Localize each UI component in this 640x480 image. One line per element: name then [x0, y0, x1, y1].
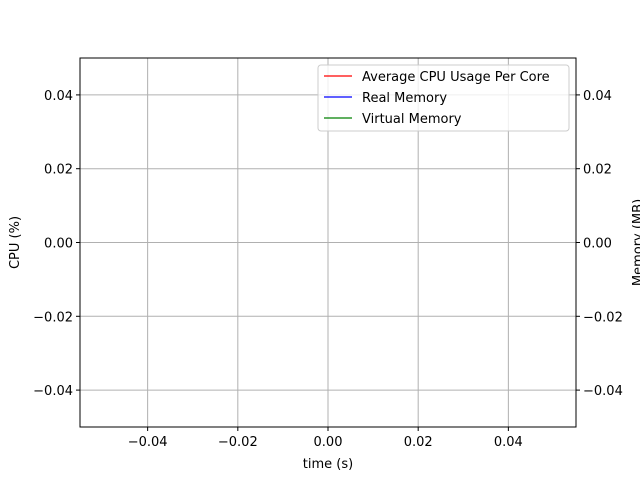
- legend: Average CPU Usage Per Core Real Memory Vir…: [317, 64, 570, 132]
- x-tick-label: −0.04: [128, 435, 168, 450]
- x-tick-label: 0.02: [404, 435, 433, 450]
- y2-tick-label: −0.04: [583, 384, 623, 399]
- legend-label: Real Memory: [362, 91, 447, 106]
- y-tick-label: −0.04: [33, 384, 73, 399]
- y2-tick-label: 0.04: [583, 89, 612, 104]
- x-axis-ticks: −0.04 −0.02 0.00 0.02 0.04: [128, 427, 523, 450]
- y2-axis-label: Memory (MB): [631, 199, 640, 286]
- legend-label: Average CPU Usage Per Core: [362, 70, 550, 85]
- y-tick-label: 0.04: [44, 89, 73, 104]
- x-tick-label: −0.02: [218, 435, 258, 450]
- y2-tick-label: −0.02: [583, 310, 623, 325]
- x-tick-label: 0.04: [494, 435, 523, 450]
- y-axis-label: CPU (%): [8, 216, 23, 269]
- legend-label: Virtual Memory: [362, 112, 462, 127]
- y-tick-label: 0.02: [44, 163, 73, 178]
- y-tick-label: −0.02: [33, 310, 73, 325]
- y-axis-ticks: −0.04 −0.02 0.00 0.02 0.04: [33, 89, 80, 399]
- y2-tick-label: 0.00: [583, 237, 612, 252]
- x-axis-label: time (s): [303, 457, 353, 472]
- y-tick-label: 0.00: [44, 237, 73, 252]
- x-tick-label: 0.00: [314, 435, 343, 450]
- y2-axis-ticks: −0.04 −0.02 0.00 0.02 0.04: [576, 89, 623, 399]
- legend-box: [317, 64, 570, 132]
- y2-tick-label: 0.02: [583, 163, 612, 178]
- legend-entries: Average CPU Usage Per Core Real Memory Vir…: [324, 70, 550, 127]
